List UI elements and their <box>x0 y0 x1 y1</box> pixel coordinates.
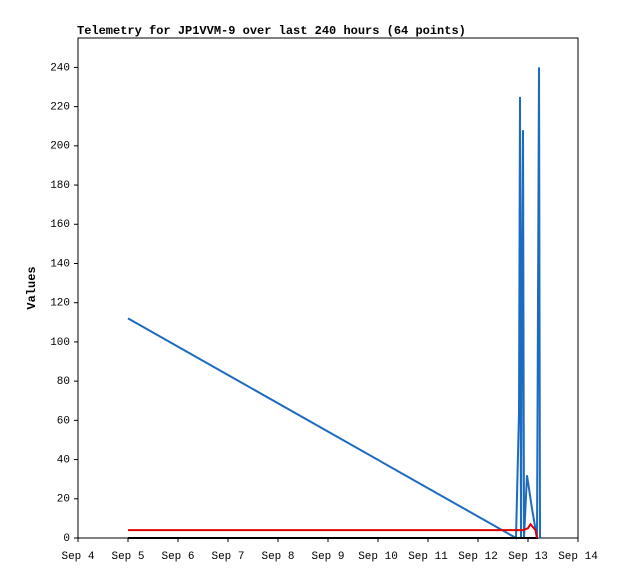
y-tick-label: 180 <box>50 180 70 192</box>
x-tick-label: Sep 5 <box>111 551 144 563</box>
y-tick-label: 200 <box>50 141 70 153</box>
y-tick-label: 240 <box>50 62 70 74</box>
x-tick-label: Sep 9 <box>311 551 344 563</box>
x-tick-label: Sep 10 <box>358 551 398 563</box>
chart-title: Telemetry for JP1VVM-9 over last 240 hou… <box>77 24 466 38</box>
y-tick-label: 20 <box>57 494 70 506</box>
x-tick-label: Sep 8 <box>261 551 294 563</box>
y-tick-label: 80 <box>57 376 70 388</box>
x-tick-label: Sep 13 <box>508 551 548 563</box>
y-tick-label: 60 <box>57 415 70 427</box>
series-line <box>128 522 538 539</box>
series-line <box>127 67 541 540</box>
x-tick-label: Sep 6 <box>161 551 194 563</box>
y-tick-label: 0 <box>63 533 70 545</box>
x-tick-label: Sep 7 <box>211 551 244 563</box>
y-tick-label: 140 <box>50 258 70 270</box>
y-tick-label: 100 <box>50 337 70 349</box>
x-tick-label: Sep 14 <box>558 551 598 563</box>
y-axis-label: Values <box>25 266 39 309</box>
x-tick-label: Sep 12 <box>458 551 498 563</box>
y-tick-label: 160 <box>50 219 70 231</box>
x-tick-label: Sep 4 <box>61 551 94 563</box>
y-tick-label: 120 <box>50 298 70 310</box>
y-tick-label: 40 <box>57 454 70 466</box>
x-tick-label: Sep 11 <box>408 551 448 563</box>
y-tick-label: 220 <box>50 102 70 114</box>
plot-frame <box>77 37 579 539</box>
